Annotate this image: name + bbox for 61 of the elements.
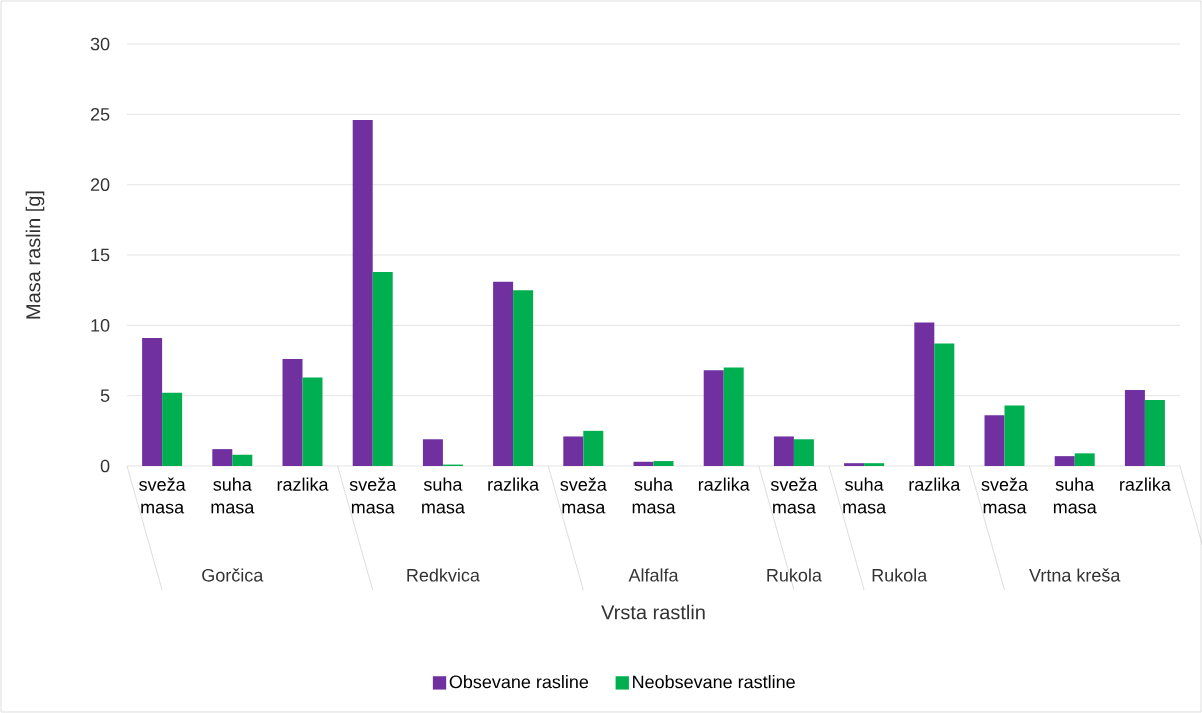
x-tick-label: sveža masa	[770, 477, 818, 514]
bar	[723, 367, 744, 466]
bar	[1144, 399, 1165, 466]
legend-label: Obsevane rasline	[449, 675, 589, 689]
y-tick-label: 0	[100, 459, 110, 473]
x-tick-label: sveža masa	[560, 477, 607, 514]
bar	[232, 454, 253, 466]
y-tick-label: 20	[90, 178, 110, 192]
bar	[984, 415, 1005, 466]
y-tick-label: 30	[90, 37, 110, 51]
bar	[844, 463, 865, 466]
x-tick-label: razlika	[909, 477, 961, 491]
x-tick-label: sveža masa	[139, 477, 186, 514]
x-axis-title: Vrsta rastlin	[601, 604, 705, 620]
bar	[864, 463, 885, 466]
text: Redkvica	[407, 568, 480, 582]
bar	[703, 370, 724, 466]
x-tick-label: sveža masa	[349, 477, 397, 514]
bar	[1004, 405, 1025, 466]
y-tick-label: 5	[100, 389, 110, 402]
text: Alfalfa	[628, 568, 679, 582]
bar	[352, 119, 373, 466]
x-tick-label: suha masa	[1053, 477, 1097, 514]
bar	[422, 439, 443, 466]
bar	[493, 281, 514, 466]
x-tick-label: suha masa	[211, 477, 255, 514]
y-axis-title: Masa raslin [g]	[25, 191, 45, 319]
x-tick-label: razlika	[277, 477, 329, 491]
x-tick-label: razlika	[698, 477, 750, 491]
bar	[513, 290, 534, 466]
bar	[162, 392, 183, 466]
x-tick-label: sveža masa	[981, 477, 1029, 514]
bar	[563, 436, 584, 466]
text: Rukola	[872, 568, 928, 582]
bar	[212, 449, 233, 466]
x-tick-label: razlika	[1120, 477, 1171, 491]
text: Vrtna kreša	[1029, 568, 1121, 582]
y-tick-label: 25	[90, 107, 110, 121]
bar	[583, 430, 604, 466]
bar	[653, 461, 674, 466]
bar	[773, 436, 794, 466]
bar	[142, 337, 163, 466]
bar	[302, 377, 323, 466]
bar	[914, 322, 935, 466]
x-tick-label: razlika	[488, 477, 540, 491]
x-tick-label: suha masa	[632, 477, 676, 514]
y-tick-label: 10	[91, 318, 110, 332]
legend-label: Neobsevane rastline	[633, 675, 795, 689]
bar	[1074, 453, 1095, 466]
bar	[793, 439, 814, 466]
x-tick-label: suha masa	[422, 477, 465, 514]
text: Rukola	[767, 568, 822, 582]
bar	[1124, 390, 1145, 466]
bar	[282, 359, 303, 466]
bar	[633, 461, 654, 466]
bar	[934, 343, 955, 466]
x-tick-label: suha masa	[843, 477, 887, 514]
text: Gorčica	[202, 568, 264, 582]
bar	[1054, 456, 1075, 466]
bar	[372, 271, 393, 466]
y-tick-label: 15	[91, 248, 110, 262]
